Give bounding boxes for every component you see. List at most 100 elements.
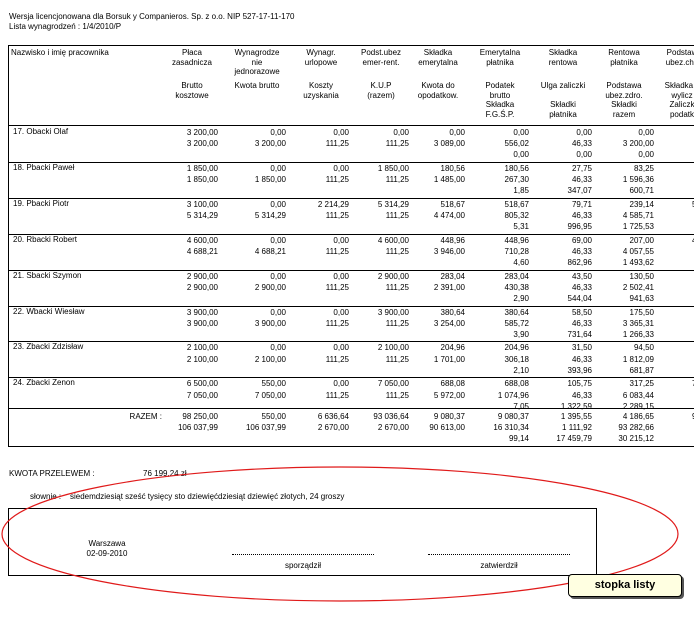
- footer-callout: stopka listy: [568, 574, 682, 597]
- table-cell: 31,50: [571, 343, 592, 353]
- table-cell: 143: [642, 174, 694, 185]
- table-cell: 2 391,00: [433, 282, 465, 292]
- table-cell: 283,04: [440, 271, 465, 281]
- row-separator: [8, 161, 694, 163]
- totals-cell: 1 111,92: [562, 423, 592, 433]
- table-cell: 0,00: [449, 128, 465, 137]
- table-cell: 83,25: [633, 163, 654, 173]
- totals-label: RAZEM :: [129, 412, 162, 421]
- table-cell: 380,64: [504, 307, 529, 317]
- table-cell: 306,18: [504, 354, 529, 364]
- table-cell: 58,50: [571, 307, 592, 317]
- table-cell: 2 90: [642, 271, 694, 282]
- prepared-label: sporządził: [284, 561, 321, 570]
- table-cell: 4,60: [513, 258, 529, 268]
- totals-cell: 8 39: [642, 422, 694, 433]
- table-cell: 805,32: [504, 211, 529, 220]
- table-cell: 207,00: [629, 235, 654, 245]
- column-header-top: Płaca zasadnicza: [171, 48, 213, 67]
- table-cell: 267,30: [504, 175, 529, 185]
- table-cell: 105,75: [567, 379, 592, 389]
- table-cell: 365: [642, 246, 694, 257]
- column-header-top: Podst.ubez emer-rent.: [360, 48, 402, 67]
- totals-cell: 93 036,64: [373, 412, 409, 421]
- table-cell: 0,00: [270, 235, 286, 245]
- row-separator: [8, 233, 694, 235]
- prepared-signature-line: [232, 554, 374, 555]
- payroll-table: Nazwisko i imię pracownika Płaca zasadnic…: [8, 45, 694, 447]
- table-cell: 3 900,00: [186, 318, 218, 328]
- table-cell: 0,00: [270, 343, 286, 353]
- table-cell: 190: [642, 293, 694, 304]
- table-cell: 585,72: [504, 318, 529, 328]
- table-cell: 0,00: [270, 128, 286, 137]
- table-cell: 111,25: [325, 175, 349, 185]
- totals-cell: 9 080,37: [497, 412, 529, 421]
- transfer-label: KWOTA PRZELEWEM :: [9, 469, 95, 478]
- column-header-name: Nazwisko i imię pracownika: [11, 48, 109, 57]
- table-cell: 111,25: [385, 390, 409, 400]
- table-cell: 175,50: [629, 307, 654, 317]
- ellipse-shape: [1, 466, 679, 602]
- column-header-top: Wynagr. urlopowe: [304, 48, 338, 67]
- table-cell: 5 314,29: [186, 211, 218, 220]
- column-header-top: Emerytalna płatnika: [479, 48, 521, 67]
- table-cell: 204,96: [440, 343, 465, 353]
- row-separator: [8, 377, 694, 379]
- table-cell: 600,71: [629, 186, 654, 196]
- table-cell: 4 600: [642, 235, 694, 246]
- amount-in-words-label: słownie :: [30, 492, 62, 501]
- column-header-bottom: Składka z wylicz Zaliczk podatk: [664, 81, 694, 119]
- table-cell: 3 200,00: [186, 128, 218, 137]
- table-cell: 46,33: [571, 318, 592, 328]
- table-cell: 380,64: [440, 307, 465, 317]
- table-cell: 1,85: [513, 186, 529, 196]
- approved-signature-line: [428, 554, 570, 555]
- totals-cell: 550,00: [261, 412, 286, 421]
- table-cell: 347,07: [567, 186, 592, 196]
- employee-name: 20. Rbacki Robert: [13, 234, 78, 244]
- totals-cell: 2 670,00: [317, 423, 349, 433]
- table-cell: 69,00: [571, 235, 592, 245]
- table-cell: 111,25: [325, 318, 349, 328]
- table-cell: 547: [642, 390, 694, 401]
- table-cell: 2 900,00: [254, 282, 286, 292]
- table-cell: 5 314,29: [254, 211, 286, 220]
- table-cell: 1 485,00: [433, 175, 465, 185]
- footer-date: 02-09-2010: [86, 549, 128, 558]
- table-cell: 0,00: [270, 199, 286, 209]
- table-cell: 5 972,00: [433, 390, 465, 400]
- table-cell: 3 900,00: [254, 318, 286, 328]
- table-cell: 3 900,00: [377, 307, 409, 317]
- column-header-top: Podstaw ubez.che: [665, 48, 694, 67]
- table-cell: 6 083,44: [622, 390, 654, 400]
- row-separator: [8, 341, 694, 343]
- table-cell: 94,50: [633, 343, 654, 353]
- table-cell: 518,67: [440, 199, 465, 209]
- table-cell: 180,56: [504, 163, 529, 173]
- table-cell: 111,25: [325, 246, 349, 256]
- table-cell: 1 322,59: [560, 401, 592, 411]
- table-cell: 2 100,00: [186, 343, 218, 353]
- table-cell: 111,25: [385, 282, 409, 292]
- column-header-bottom: Kwota brutto: [234, 81, 280, 90]
- table-cell: 448,96: [504, 235, 529, 245]
- table-cell: 111,25: [325, 139, 349, 149]
- table-cell: 2 10: [642, 342, 694, 353]
- totals-cell: 30 215,12: [618, 434, 654, 444]
- transfer-amount: 76 199,24 zł: [143, 469, 187, 478]
- table-cell: 3,90: [513, 329, 529, 339]
- table-cell: 2 100,00: [377, 343, 409, 353]
- amount-in-words: siedemdziesiąt sześć tysięcy sto dziewię…: [70, 492, 345, 501]
- table-cell: 0,00: [576, 128, 592, 137]
- table-cell: 710,28: [504, 246, 529, 256]
- header-bottom-line: [8, 125, 694, 126]
- table-cell: 111,25: [325, 282, 349, 292]
- table-cell: 5,31: [513, 222, 529, 232]
- column-header-bottom: K.U.P (razem): [367, 81, 395, 100]
- table-cell: 27,75: [571, 163, 592, 173]
- approved-label: zatwierdził: [480, 561, 518, 570]
- totals-cell: 1 395,55: [560, 412, 592, 421]
- totals-cell: 4 186,65: [622, 412, 654, 421]
- totals-cell: 106 037,99: [245, 423, 286, 433]
